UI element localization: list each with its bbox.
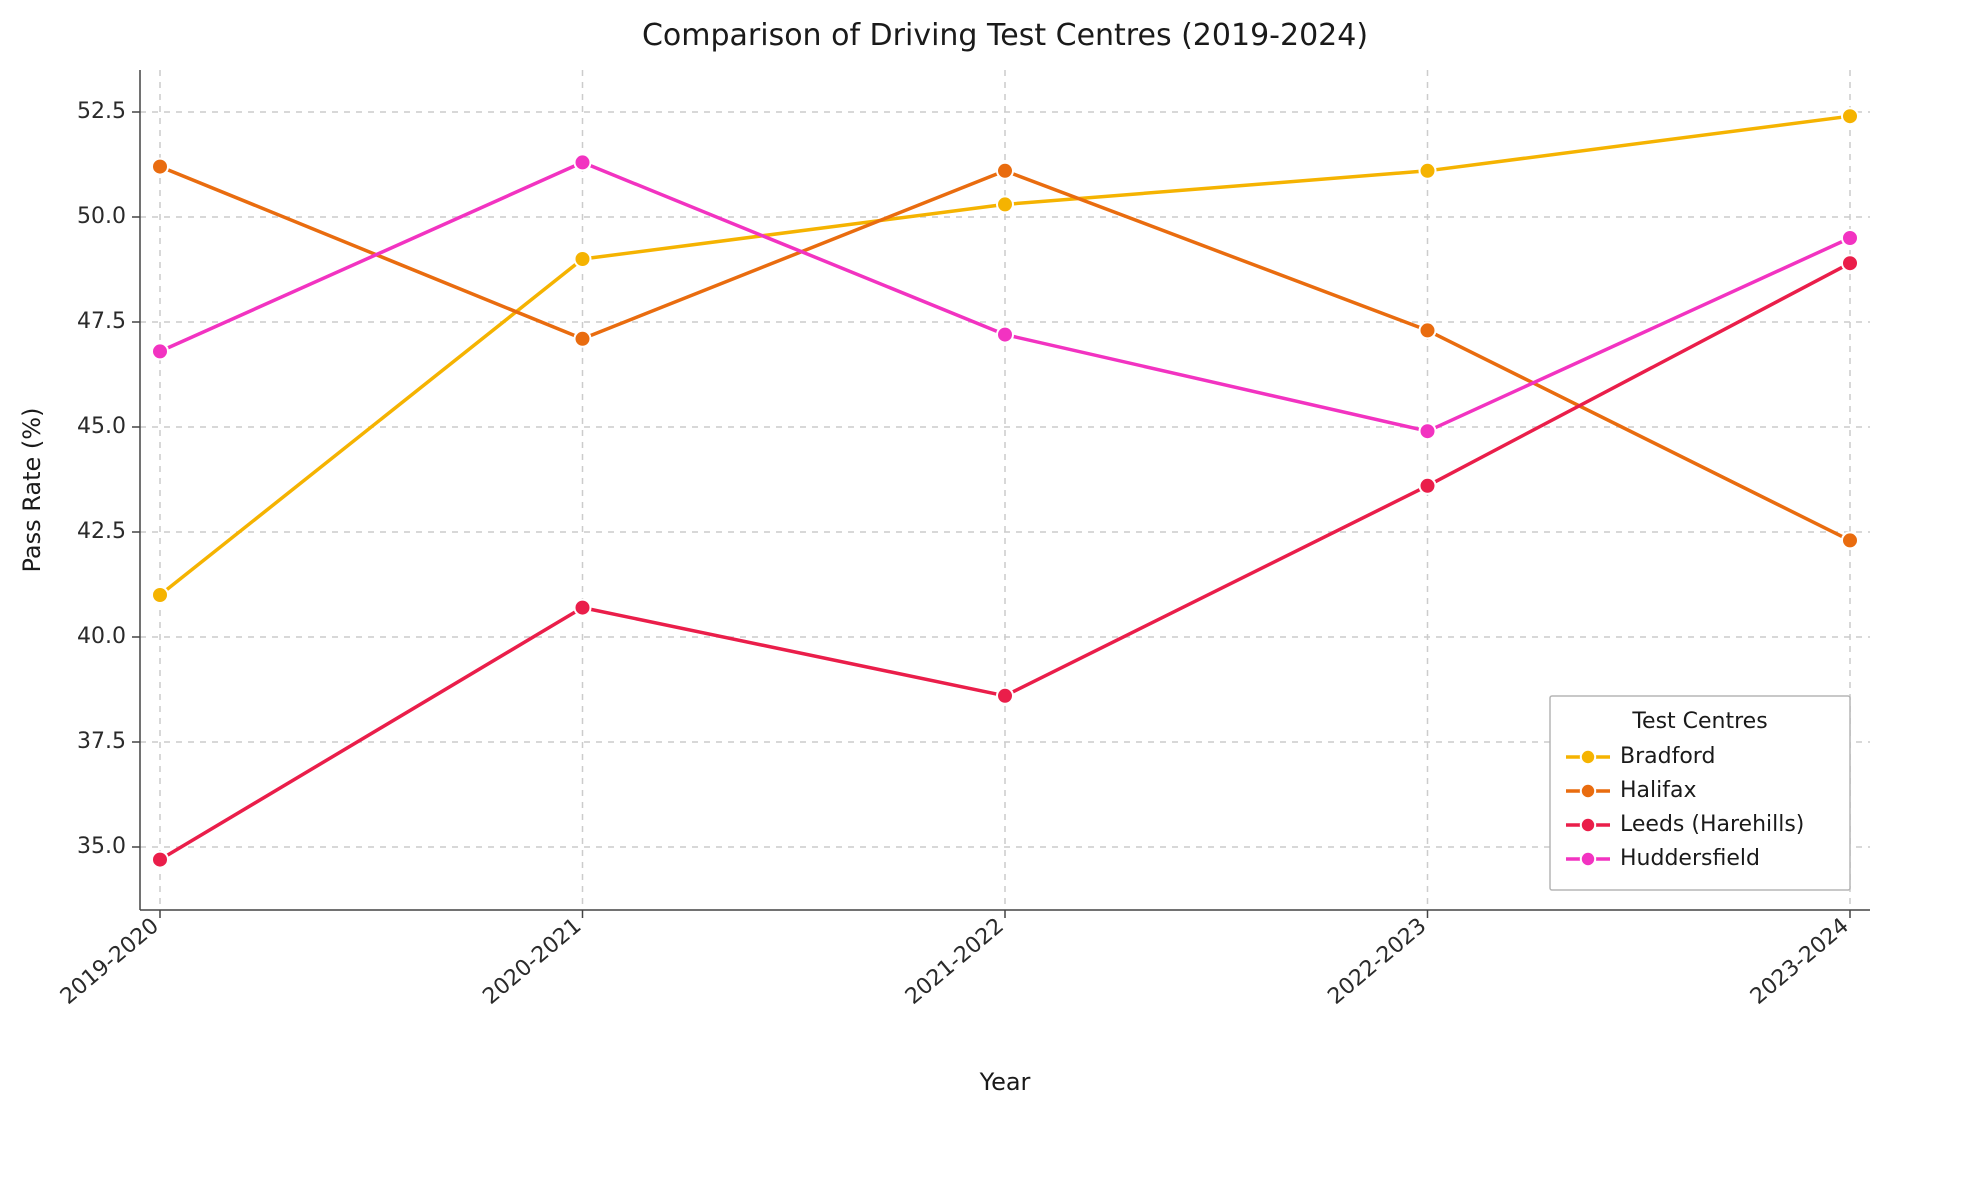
series-marker xyxy=(997,688,1013,704)
y-tick-label: 35.0 xyxy=(77,834,126,859)
series-marker xyxy=(1420,423,1436,439)
series-marker xyxy=(997,327,1013,343)
legend-item-label: Halifax xyxy=(1620,778,1697,803)
series-marker xyxy=(1842,230,1858,246)
series-marker xyxy=(152,587,168,603)
series-marker xyxy=(1420,322,1436,338)
chart-container: 35.037.540.042.545.047.550.052.52019-202… xyxy=(0,0,1974,1180)
series-marker xyxy=(1842,532,1858,548)
y-tick-label: 50.0 xyxy=(77,204,126,229)
series-marker xyxy=(997,163,1013,179)
series-marker xyxy=(152,159,168,175)
series-marker xyxy=(1420,163,1436,179)
legend-item-label: Leeds (Harehills) xyxy=(1620,812,1804,837)
series-marker xyxy=(575,600,591,616)
legend-item-label: Huddersfield xyxy=(1620,846,1760,871)
series-marker xyxy=(575,331,591,347)
y-tick-label: 40.0 xyxy=(77,624,126,649)
series-marker xyxy=(575,154,591,170)
series-marker xyxy=(152,852,168,868)
y-tick-label: 42.5 xyxy=(77,519,126,544)
series-marker xyxy=(1842,108,1858,124)
x-axis-label: Year xyxy=(979,1068,1031,1096)
legend-item-label: Bradford xyxy=(1620,744,1715,769)
series-marker xyxy=(997,196,1013,212)
y-tick-label: 47.5 xyxy=(77,309,126,334)
legend: Test Centres Bradford Halifax Leeds (Harehi… xyxy=(1550,696,1850,890)
series-marker xyxy=(152,343,168,359)
series-marker xyxy=(1842,255,1858,271)
series-marker xyxy=(1420,478,1436,494)
series-marker xyxy=(575,251,591,267)
chart-title: Comparison of Driving Test Centres (2019… xyxy=(642,18,1368,53)
legend-title: Test Centres xyxy=(1631,709,1767,734)
line-chart-svg: 35.037.540.042.545.047.550.052.52019-202… xyxy=(0,0,1974,1180)
y-tick-label: 52.5 xyxy=(77,99,126,124)
y-tick-label: 45.0 xyxy=(77,414,126,439)
y-axis-label: Pass Rate (%) xyxy=(18,408,46,573)
y-tick-label: 37.5 xyxy=(77,729,126,754)
